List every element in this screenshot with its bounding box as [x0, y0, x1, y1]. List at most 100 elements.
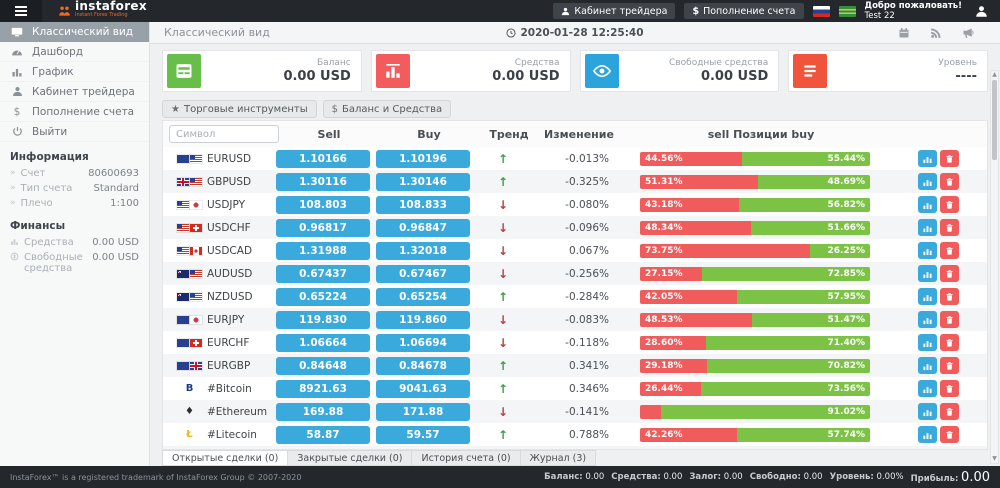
quotes-table: Sell Buy Тренд Изменение sell Позиции bu…: [162, 120, 988, 450]
table-row[interactable]: Ł #Litecoin 58.87 59.57 ↑ 0.788% 42.26% …: [163, 423, 987, 446]
sell-price-button[interactable]: 0.67437: [276, 264, 370, 283]
scroll-up-arrow[interactable]: ▲: [992, 71, 997, 78]
table-row[interactable]: AUDUSD 0.67437 0.67467 ↓ -0.256% 27.15% …: [163, 262, 987, 285]
scrollbar[interactable]: ▲ ▼: [990, 70, 999, 464]
table-row[interactable]: EURUSD 1.10166 1.10196 ↑ -0.013% 44.56% …: [163, 147, 987, 170]
table-row[interactable]: EURJPY 119.830 119.860 ↓ -0.083% 48.53% …: [163, 308, 987, 331]
table-row[interactable]: NZDUSD 0.65224 0.65254 ↑ -0.284% 42.05% …: [163, 285, 987, 308]
sell-price-button[interactable]: 1.31988: [276, 241, 370, 260]
table-row[interactable]: EURGBP 0.84648 0.84678 ↑ 0.341% 29.18% 7…: [163, 354, 987, 377]
rss-icon[interactable]: [930, 27, 942, 39]
table-row[interactable]: B #Bitcoin 8921.63 9041.63 ↑ 0.346% 26.4…: [163, 377, 987, 400]
balance-and-funds-button[interactable]: $ Баланс и Средства: [322, 100, 452, 118]
table-row[interactable]: GBPUSD 1.30116 1.30146 ↑ -0.325% 51.31% …: [163, 170, 987, 193]
sidebar-item-deposit[interactable]: $ Пополнение счета: [0, 102, 149, 122]
buy-price-button[interactable]: 59.57: [376, 425, 470, 444]
delete-button[interactable]: [940, 288, 959, 305]
sidebar-item-dashboard[interactable]: Дашборд: [0, 42, 149, 62]
delete-button[interactable]: [940, 242, 959, 259]
table-row[interactable]: [163, 446, 987, 449]
user-avatar-icon[interactable]: [971, 5, 992, 18]
positions-buy-segment: 48.69%: [758, 174, 870, 189]
buy-price-button[interactable]: 1.10196: [376, 149, 470, 168]
chart-button[interactable]: [918, 380, 937, 397]
buy-price-button[interactable]: 0.96847: [376, 218, 470, 237]
buy-price-button[interactable]: 1.30146: [376, 172, 470, 191]
calendar-icon[interactable]: [898, 27, 910, 39]
sell-price-button[interactable]: 108.803: [276, 195, 370, 214]
delete-button[interactable]: [940, 403, 959, 420]
chart-button[interactable]: [918, 150, 937, 167]
chart-button[interactable]: [918, 265, 937, 282]
chart-button[interactable]: [918, 334, 937, 351]
table-row[interactable]: USDCAD 1.31988 1.32018 ↓ 0.067% 73.75% 2…: [163, 239, 987, 262]
delete-button[interactable]: [940, 357, 959, 374]
delete-button[interactable]: [940, 150, 959, 167]
sidebar-item-classic-view[interactable]: Классический вид: [0, 22, 149, 42]
tab-journal[interactable]: Журнал (3): [520, 450, 597, 466]
delete-button[interactable]: [940, 265, 959, 282]
free-margin-card: Свободные средства 0.00 USD: [579, 50, 780, 92]
green-flag-icon[interactable]: [838, 5, 856, 17]
delete-button[interactable]: [940, 380, 959, 397]
buy-price-button[interactable]: 9041.63: [376, 379, 470, 398]
sell-price-button[interactable]: 169.88: [276, 402, 370, 421]
chart-button[interactable]: [918, 173, 937, 190]
sell-price-button[interactable]: 58.87: [276, 425, 370, 444]
sidebar-item-trader-cabinet[interactable]: Кабинет трейдера: [0, 82, 149, 102]
buy-price-button[interactable]: 0.84678: [376, 356, 470, 375]
buy-price-button[interactable]: 1.06694: [376, 333, 470, 352]
buy-price-button[interactable]: 108.833: [376, 195, 470, 214]
sell-price-button[interactable]: 0.84648: [276, 356, 370, 375]
sell-price-button[interactable]: 1.30116: [276, 172, 370, 191]
sidebar-item-logout[interactable]: Выйти: [0, 122, 149, 142]
chevron-icon: »: [10, 198, 16, 208]
chart-button[interactable]: [918, 403, 937, 420]
buy-price-button[interactable]: 171.88: [376, 402, 470, 421]
tab-open-trades[interactable]: Открытые сделки (0): [162, 450, 289, 466]
change-value: 0.346%: [568, 382, 609, 395]
chart-button[interactable]: [918, 242, 937, 259]
hamburger-menu-icon[interactable]: [0, 0, 42, 22]
delete-button[interactable]: [940, 196, 959, 213]
chart-button[interactable]: [918, 196, 937, 213]
chart-button[interactable]: [918, 426, 937, 443]
trading-instruments-button[interactable]: ★ Торговые инструменты: [162, 100, 317, 118]
tab-closed-trades[interactable]: Закрытые сделки (0): [288, 450, 413, 466]
delete-button[interactable]: [940, 334, 959, 351]
scroll-down-arrow[interactable]: ▼: [992, 455, 997, 462]
delete-button[interactable]: [940, 426, 959, 443]
trader-cabinet-button[interactable]: Кабинет трейдера: [553, 3, 676, 19]
delete-button[interactable]: [940, 173, 959, 190]
chart-button[interactable]: [918, 357, 937, 374]
sell-price-button[interactable]: 0.65224: [276, 287, 370, 306]
scrollbar-thumb[interactable]: [992, 80, 997, 160]
sell-price-button[interactable]: 1.10166: [276, 149, 370, 168]
delete-button[interactable]: [940, 311, 959, 328]
buy-price-button[interactable]: [376, 448, 470, 449]
chart-button[interactable]: [918, 288, 937, 305]
table-row[interactable]: ♦ #Ethereum 169.88 171.88 ↓ -0.141% 91.0…: [163, 400, 987, 423]
buy-price-button[interactable]: 119.860: [376, 310, 470, 329]
table-row[interactable]: USDJPY 108.803 108.833 ↓ -0.080% 43.18% …: [163, 193, 987, 216]
chart-button[interactable]: [918, 311, 937, 328]
sell-price-button[interactable]: [276, 448, 370, 449]
russian-flag-icon[interactable]: [812, 5, 830, 17]
positions-bar: 91.02%: [640, 404, 870, 419]
sell-price-button[interactable]: 8921.63: [276, 379, 370, 398]
delete-button[interactable]: [940, 219, 959, 236]
table-row[interactable]: USDCHF 0.96817 0.96847 ↓ -0.096% 48.34% …: [163, 216, 987, 239]
tab-account-history[interactable]: История счета (0): [412, 450, 521, 466]
buy-price-button[interactable]: 1.32018: [376, 241, 470, 260]
sell-price-button[interactable]: 1.06664: [276, 333, 370, 352]
chart-button[interactable]: [918, 219, 937, 236]
table-row[interactable]: EURCHF 1.06664 1.06694 ↓ -0.118% 28.60% …: [163, 331, 987, 354]
symbol-search-input[interactable]: [169, 125, 279, 143]
sidebar-item-chart[interactable]: График: [0, 62, 149, 82]
buy-price-button[interactable]: 0.67467: [376, 264, 470, 283]
deposit-button[interactable]: $ Пополнение счета: [684, 3, 804, 19]
sell-price-button[interactable]: 0.96817: [276, 218, 370, 237]
megaphone-icon[interactable]: [962, 27, 974, 39]
sell-price-button[interactable]: 119.830: [276, 310, 370, 329]
buy-price-button[interactable]: 0.65254: [376, 287, 470, 306]
